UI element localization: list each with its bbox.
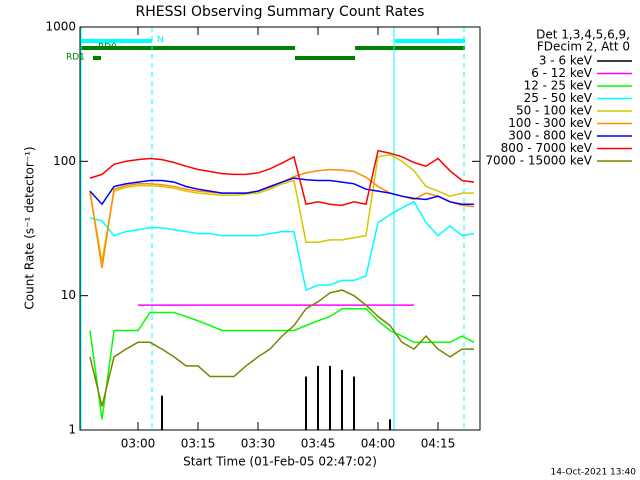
legend-label: 100 - 300 keV bbox=[508, 116, 592, 130]
flag-label: N bbox=[157, 36, 164, 46]
y-axis-label: Count Rate (s⁻¹ detector⁻¹) bbox=[23, 146, 37, 309]
x-tick-label: 03:45 bbox=[301, 437, 336, 451]
series-line bbox=[89, 149, 475, 207]
info-line: FDecim 2, Att 0 bbox=[537, 40, 630, 54]
x-tick-label: 04:00 bbox=[361, 437, 396, 451]
series-line bbox=[89, 307, 475, 420]
y-tick-label: 1000 bbox=[45, 20, 76, 34]
series-line bbox=[89, 289, 474, 407]
legend-label: 6 - 12 keV bbox=[531, 66, 593, 80]
series-line bbox=[89, 177, 474, 206]
legend-label: 7000 - 15000 keV bbox=[485, 154, 592, 168]
legend-label: 50 - 100 keV bbox=[516, 104, 593, 118]
x-tick-label: 03:15 bbox=[181, 437, 216, 451]
y-tick-label: 10 bbox=[61, 288, 76, 302]
flags: N RD0 RD1 bbox=[66, 27, 465, 430]
flag-label: RD0 bbox=[98, 43, 117, 53]
info-line: Det 1,3,4,5,6,9, bbox=[536, 28, 630, 42]
series-line bbox=[89, 200, 475, 292]
flag-label: RD1 bbox=[66, 53, 85, 63]
x-tick-label: 03:30 bbox=[241, 437, 276, 451]
legend-label: 25 - 50 keV bbox=[524, 91, 593, 105]
legend-label: 300 - 800 keV bbox=[508, 129, 592, 143]
legend-label: 800 - 7000 keV bbox=[501, 141, 593, 155]
legend-label: 12 - 25 keV bbox=[524, 79, 593, 93]
chart-title: RHESSI Observing Summary Count Rates bbox=[136, 4, 425, 20]
x-tick-label: 04:15 bbox=[421, 437, 456, 451]
x-axis-label: Start Time (01-Feb-05 02:47:02) bbox=[183, 455, 377, 469]
y-tick-label: 1 bbox=[68, 423, 76, 437]
legend-label: 3 - 6 keV bbox=[539, 54, 593, 68]
x-tick-label: 03:00 bbox=[121, 437, 156, 451]
footer: 14-Oct-2021 13:40 bbox=[551, 468, 637, 478]
y-tick-label: 100 bbox=[53, 154, 76, 168]
series-line bbox=[89, 153, 474, 262]
plot-frame bbox=[79, 26, 481, 431]
